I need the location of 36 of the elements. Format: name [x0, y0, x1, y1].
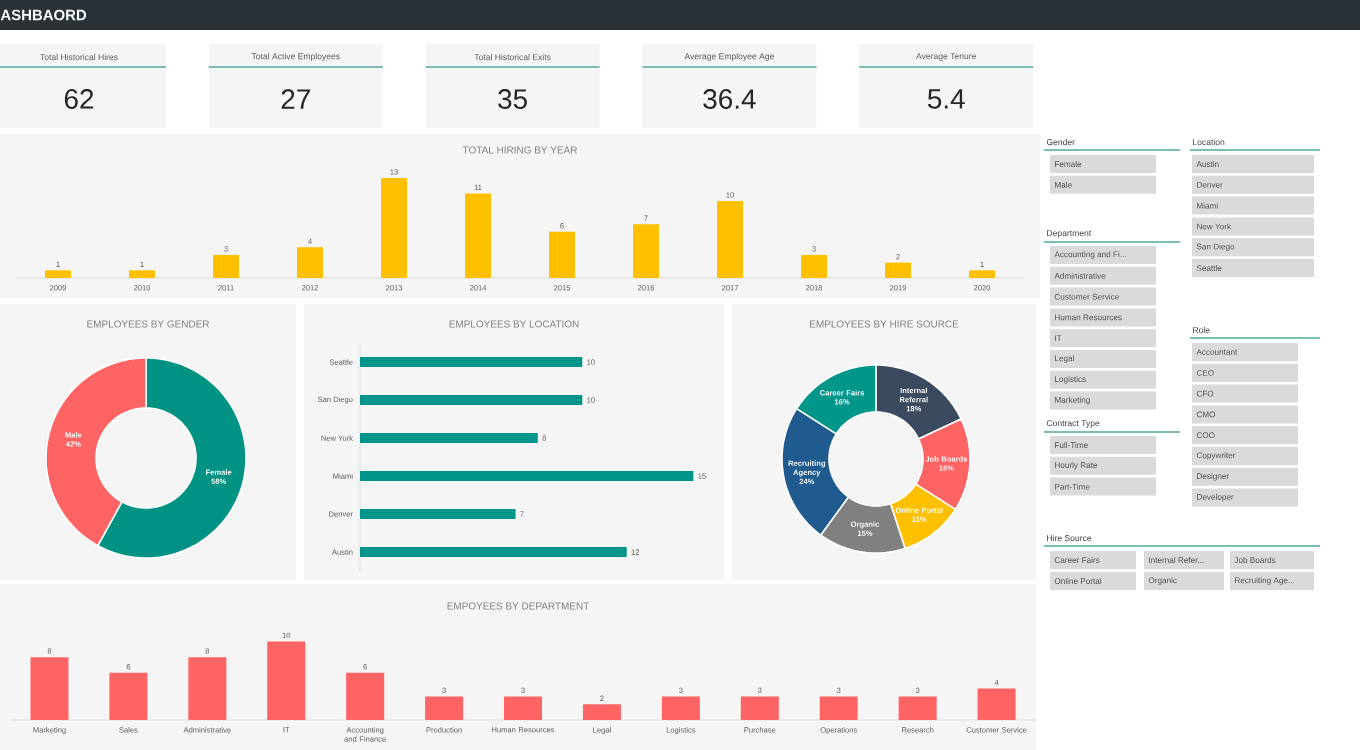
bar — [360, 433, 538, 443]
bar — [885, 262, 912, 278]
bar — [360, 471, 694, 481]
bar — [360, 357, 583, 368]
text: 27 — [281, 89, 310, 109]
bar — [213, 254, 240, 278]
bar — [45, 270, 72, 278]
bar — [381, 177, 408, 278]
bar — [582, 704, 621, 720]
bar — [360, 509, 516, 519]
bar — [819, 696, 858, 720]
bar — [801, 254, 828, 278]
bar — [360, 395, 583, 406]
bar — [129, 270, 156, 278]
bar — [109, 672, 148, 720]
bar — [346, 672, 385, 720]
bar — [360, 547, 627, 557]
bar — [549, 231, 576, 278]
text: 35 — [498, 89, 527, 109]
bar — [465, 193, 492, 278]
text: 62 — [64, 89, 94, 109]
bar — [504, 696, 543, 720]
bar — [661, 696, 700, 720]
bar — [267, 641, 306, 720]
bar — [633, 224, 660, 278]
bar — [30, 657, 69, 720]
bar — [898, 696, 937, 720]
bar — [969, 270, 996, 278]
bar — [977, 688, 1016, 720]
text: 36.4 — [703, 89, 756, 109]
bar — [188, 657, 227, 720]
bar — [297, 247, 324, 278]
bar — [740, 696, 779, 720]
text: 5.4 — [927, 89, 965, 109]
bar — [425, 696, 464, 720]
bar — [717, 201, 744, 278]
